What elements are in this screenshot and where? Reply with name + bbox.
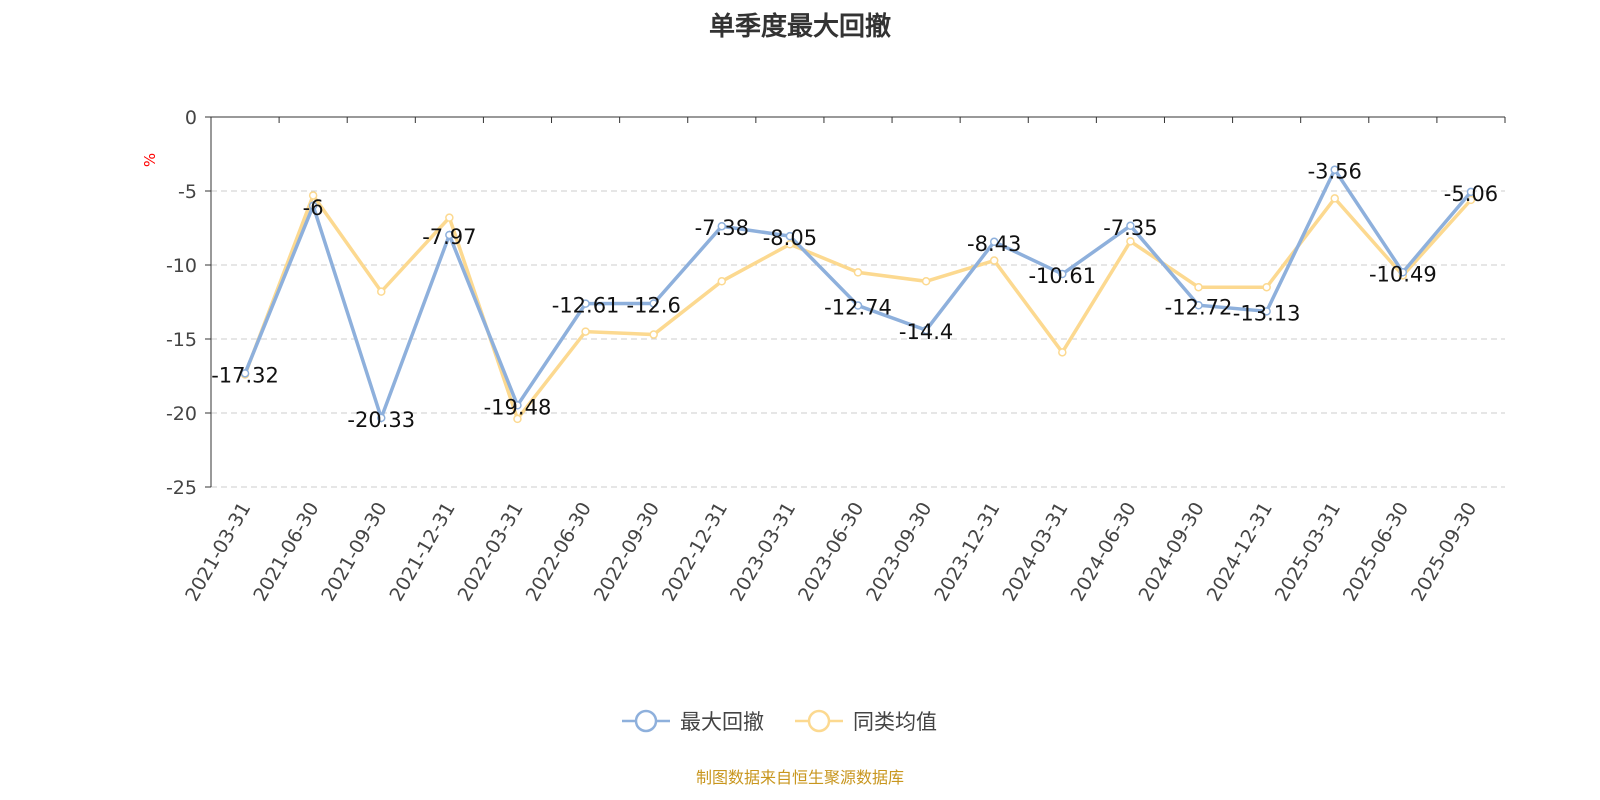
data-label: -12.74 [824, 296, 892, 320]
x-tick-label: 2025-03-31 [1271, 499, 1345, 606]
data-point [921, 325, 931, 335]
data-point [1398, 268, 1408, 277]
data-label: -12.72 [1165, 295, 1233, 319]
y-axis-unit: % [141, 153, 159, 167]
data-point [785, 240, 795, 249]
data-label: -3.56 [1308, 160, 1362, 184]
data-point [1126, 237, 1135, 246]
data-point [717, 221, 727, 231]
data-point [1262, 307, 1271, 316]
data-point [513, 414, 522, 424]
data-label: -10.61 [1028, 264, 1096, 288]
data-label: -8.43 [967, 232, 1021, 256]
x-tick-label: 2022-12-31 [658, 499, 732, 606]
data-point [649, 299, 658, 308]
data-point [1194, 282, 1203, 292]
data-point [1058, 269, 1067, 279]
data-label: -20.33 [347, 408, 415, 432]
data-point [377, 413, 386, 423]
data-label: -7.38 [695, 216, 749, 240]
x-tick-label: 2022-03-31 [454, 499, 528, 606]
data-label: -12.61 [552, 294, 620, 318]
legend-label: 最大回撤 [680, 710, 764, 734]
data-point [1262, 282, 1271, 292]
y-tick-label: 0 [185, 107, 197, 129]
x-tick-label: 2025-09-30 [1407, 499, 1481, 606]
data-point [445, 213, 454, 222]
legend-marker [634, 709, 658, 733]
data-point [1194, 301, 1203, 310]
data-point [853, 301, 863, 310]
data-point [717, 277, 727, 286]
data-label: -6 [303, 196, 324, 220]
y-tick-label: -25 [166, 477, 197, 499]
x-tick-label: 2025-06-30 [1339, 499, 1413, 606]
data-point [308, 201, 318, 211]
data-point [1058, 348, 1067, 357]
x-tick-label: 2021-09-30 [317, 499, 391, 606]
data-point [921, 277, 931, 286]
data-point [1466, 187, 1476, 197]
data-point [513, 401, 522, 410]
data-point [581, 327, 590, 336]
x-tick-label: 2023-03-31 [726, 499, 800, 606]
data-point [853, 268, 863, 277]
data-point [1126, 221, 1135, 231]
x-tick-label: 2024-06-30 [1066, 499, 1140, 606]
data-label: -7.97 [422, 225, 476, 249]
x-tick-label: 2022-09-30 [590, 499, 664, 606]
data-point [989, 256, 999, 265]
data-label: -8.05 [763, 226, 817, 250]
y-tick-label: -20 [166, 403, 197, 425]
data-point [1330, 165, 1339, 174]
x-tick-label: 2022-06-30 [522, 499, 596, 606]
data-label: -14.4 [899, 320, 953, 344]
x-tick-label: 2021-12-31 [385, 499, 459, 606]
x-tick-label: 2021-06-30 [249, 499, 323, 606]
data-point [649, 330, 658, 339]
x-tick-label: 2024-12-31 [1203, 499, 1277, 606]
y-tick-label: -10 [166, 255, 197, 277]
chart-title: 单季度最大回撤 [708, 12, 891, 42]
data-point [989, 237, 999, 247]
data-point [308, 191, 318, 200]
y-tick-label: -15 [166, 329, 197, 351]
series-line [243, 166, 1473, 424]
data-label: -19.48 [484, 395, 552, 419]
y-tick-label: -5 [178, 181, 197, 203]
data-label: -17.32 [211, 363, 279, 387]
data-point [445, 230, 454, 240]
legend-label: 同类均值 [853, 710, 937, 734]
data-label: -7.35 [1103, 216, 1157, 240]
x-tick-label: 2023-12-31 [930, 498, 1004, 605]
x-tick-label: 2024-03-31 [998, 499, 1072, 606]
x-tick-label: 2023-09-30 [862, 498, 936, 605]
x-tick-label: 2024-09-30 [1135, 499, 1209, 606]
x-tick-label: 2021-03-31 [181, 499, 255, 606]
data-label: -13.13 [1233, 301, 1301, 325]
x-tick-label: 2023-06-30 [794, 499, 868, 606]
data-point [377, 287, 386, 296]
data-point [1330, 194, 1339, 203]
source-footer: 制图数据来自恒生聚源数据库 [695, 768, 904, 787]
data-point [1466, 195, 1476, 205]
legend-marker [807, 709, 831, 733]
data-label: -12.6 [627, 293, 681, 317]
data-point [581, 299, 590, 308]
data-label: -10.49 [1369, 262, 1437, 286]
data-point [785, 231, 795, 241]
data-point [240, 369, 250, 378]
data-label: -5.06 [1444, 182, 1498, 206]
